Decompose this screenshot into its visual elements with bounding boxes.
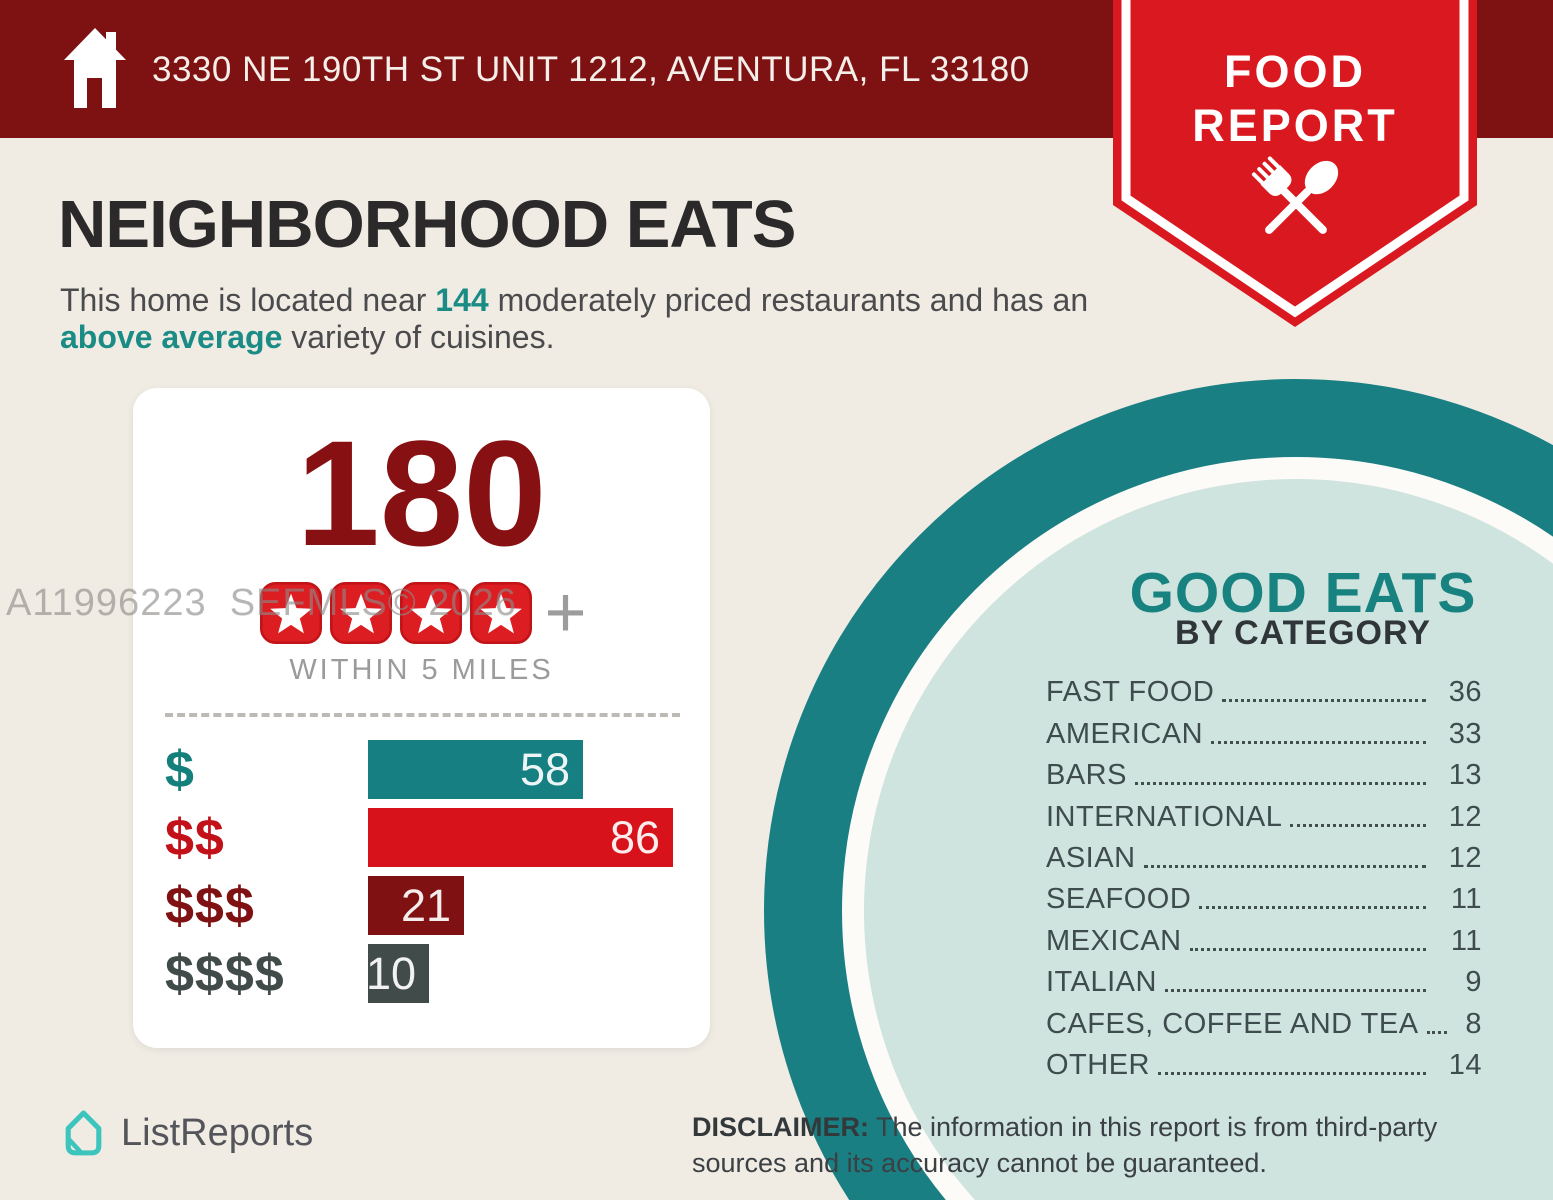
price-tier-label: $$ <box>165 808 225 867</box>
within-miles-caption: WITHIN 5 MILES <box>289 654 554 686</box>
dotted-leader <box>1199 906 1426 910</box>
category-count: 8 <box>1465 1007 1482 1040</box>
category-count: 9 <box>1465 966 1482 999</box>
restaurant-total-count: 180 <box>296 409 547 577</box>
variety-highlight: above average <box>60 319 283 355</box>
bar-value: 58 <box>519 743 570 795</box>
bar-value: 21 <box>400 879 451 931</box>
price-tier-label: $ <box>165 740 195 799</box>
category-label: SEAFOOD <box>1046 883 1192 916</box>
good-eats-category-list: FAST FOOD 36 AMERICAN 33 BARS 13 INTERNATIONAL… <box>1046 668 1482 1082</box>
page-title: NEIGHBORHOOD EATS <box>58 187 796 262</box>
bar: 86 <box>368 808 673 867</box>
category-count: 36 <box>1448 676 1482 709</box>
mls-watermark: A11996223 SEFMLS© 2026 <box>6 582 517 624</box>
bar: 10 <box>365 944 429 1003</box>
category-label: OTHER <box>1046 1048 1150 1081</box>
category-label: MEXICAN <box>1046 924 1182 957</box>
bar-row: $58 <box>165 740 710 799</box>
category-label: BARS <box>1046 759 1127 792</box>
price-tier-label: $$$$ <box>165 944 285 1003</box>
star-rating: + <box>133 573 710 653</box>
category-label: FAST FOOD <box>1046 676 1215 709</box>
star-icon <box>470 582 533 644</box>
bar-row: $$ 86 <box>165 808 710 867</box>
restaurant-count-highlight: 144 <box>435 282 489 318</box>
dotted-leader <box>1134 782 1426 786</box>
category-count: 33 <box>1448 717 1482 750</box>
category-row: ITALIAN 9 <box>1046 958 1482 999</box>
bar-value: 10 <box>365 947 416 999</box>
bar: 21 <box>368 876 464 935</box>
star-icon <box>330 582 393 644</box>
category-row: OTHER 14 <box>1046 1041 1482 1082</box>
property-address: 3330 NE 190TH ST UNIT 1212, AVENTURA, FL… <box>152 50 1030 89</box>
good-eats-title: GOOD EATS <box>1129 561 1477 625</box>
category-row: CAFES, COFFEE AND TEA 8 <box>1046 999 1482 1040</box>
dotted-leader <box>1426 1030 1447 1034</box>
price-bar-chart: $58 $$ 86 $$$ 21 $$$$ 10 <box>133 740 710 1003</box>
price-tier-label: $$$ <box>165 876 255 935</box>
ribbon-line1: FOOD <box>1224 46 1366 97</box>
listreports-logo-icon <box>65 1110 102 1156</box>
food-report-ribbon <box>1113 0 1477 327</box>
category-count: 11 <box>1450 883 1482 916</box>
dotted-leader <box>1222 699 1426 703</box>
category-label: INTERNATIONAL <box>1046 800 1283 833</box>
category-label: ITALIAN <box>1046 966 1157 999</box>
category-count: 14 <box>1448 1048 1482 1081</box>
category-count: 11 <box>1450 924 1482 957</box>
category-label: AMERICAN <box>1046 717 1204 750</box>
dotted-leader <box>1143 864 1426 868</box>
star-icon <box>400 582 463 644</box>
disclaimer-text: DISCLAIMER: The information in this repo… <box>692 1112 1438 1178</box>
restaurant-summary-card: 180 + WITHIN 5 MILES $58 $$ 86 $$$ 21 $$$$ 10 <box>133 388 710 1048</box>
category-count: 12 <box>1448 800 1482 833</box>
good-eats-subtitle: BY CATEGORY <box>1175 614 1431 652</box>
bar: 58 <box>368 740 583 799</box>
star-icon <box>260 582 323 644</box>
bar-row: $$$$ 10 <box>165 944 710 1003</box>
category-row: INTERNATIONAL 12 <box>1046 792 1482 833</box>
category-row: SEAFOOD 11 <box>1046 875 1482 916</box>
listreports-brand: ListReports <box>60 1108 313 1159</box>
category-label: CAFES, COFFEE AND TEA <box>1046 1007 1419 1040</box>
category-row: FAST FOOD 36 <box>1046 668 1482 709</box>
dotted-leader <box>1290 823 1426 827</box>
dotted-leader <box>1211 740 1426 744</box>
home-icon <box>64 28 126 108</box>
dotted-leader <box>1158 1071 1426 1075</box>
ribbon-text: FOOD REPORT <box>1113 0 1477 152</box>
category-row: ASIAN 12 <box>1046 834 1482 875</box>
bar-value: 86 <box>609 811 660 863</box>
plus-sign: + <box>544 573 587 653</box>
category-count: 13 <box>1448 759 1482 792</box>
dotted-leader <box>1189 947 1426 951</box>
category-row: BARS 13 <box>1046 751 1482 792</box>
bar-row: $$$ 21 <box>165 876 710 935</box>
intro-paragraph: This home is located near 144 moderately… <box>60 282 1089 355</box>
category-label: ASIAN <box>1046 841 1136 874</box>
dashed-divider <box>165 713 680 717</box>
category-count: 12 <box>1448 841 1482 874</box>
ribbon-line2: REPORT <box>1192 100 1398 151</box>
dotted-leader <box>1164 989 1426 993</box>
category-row: AMERICAN 33 <box>1046 709 1482 750</box>
category-row: MEXICAN 11 <box>1046 916 1482 957</box>
listreports-wordmark: ListReports <box>121 1112 314 1154</box>
spoon-fork-crossed-icon <box>1251 156 1339 234</box>
